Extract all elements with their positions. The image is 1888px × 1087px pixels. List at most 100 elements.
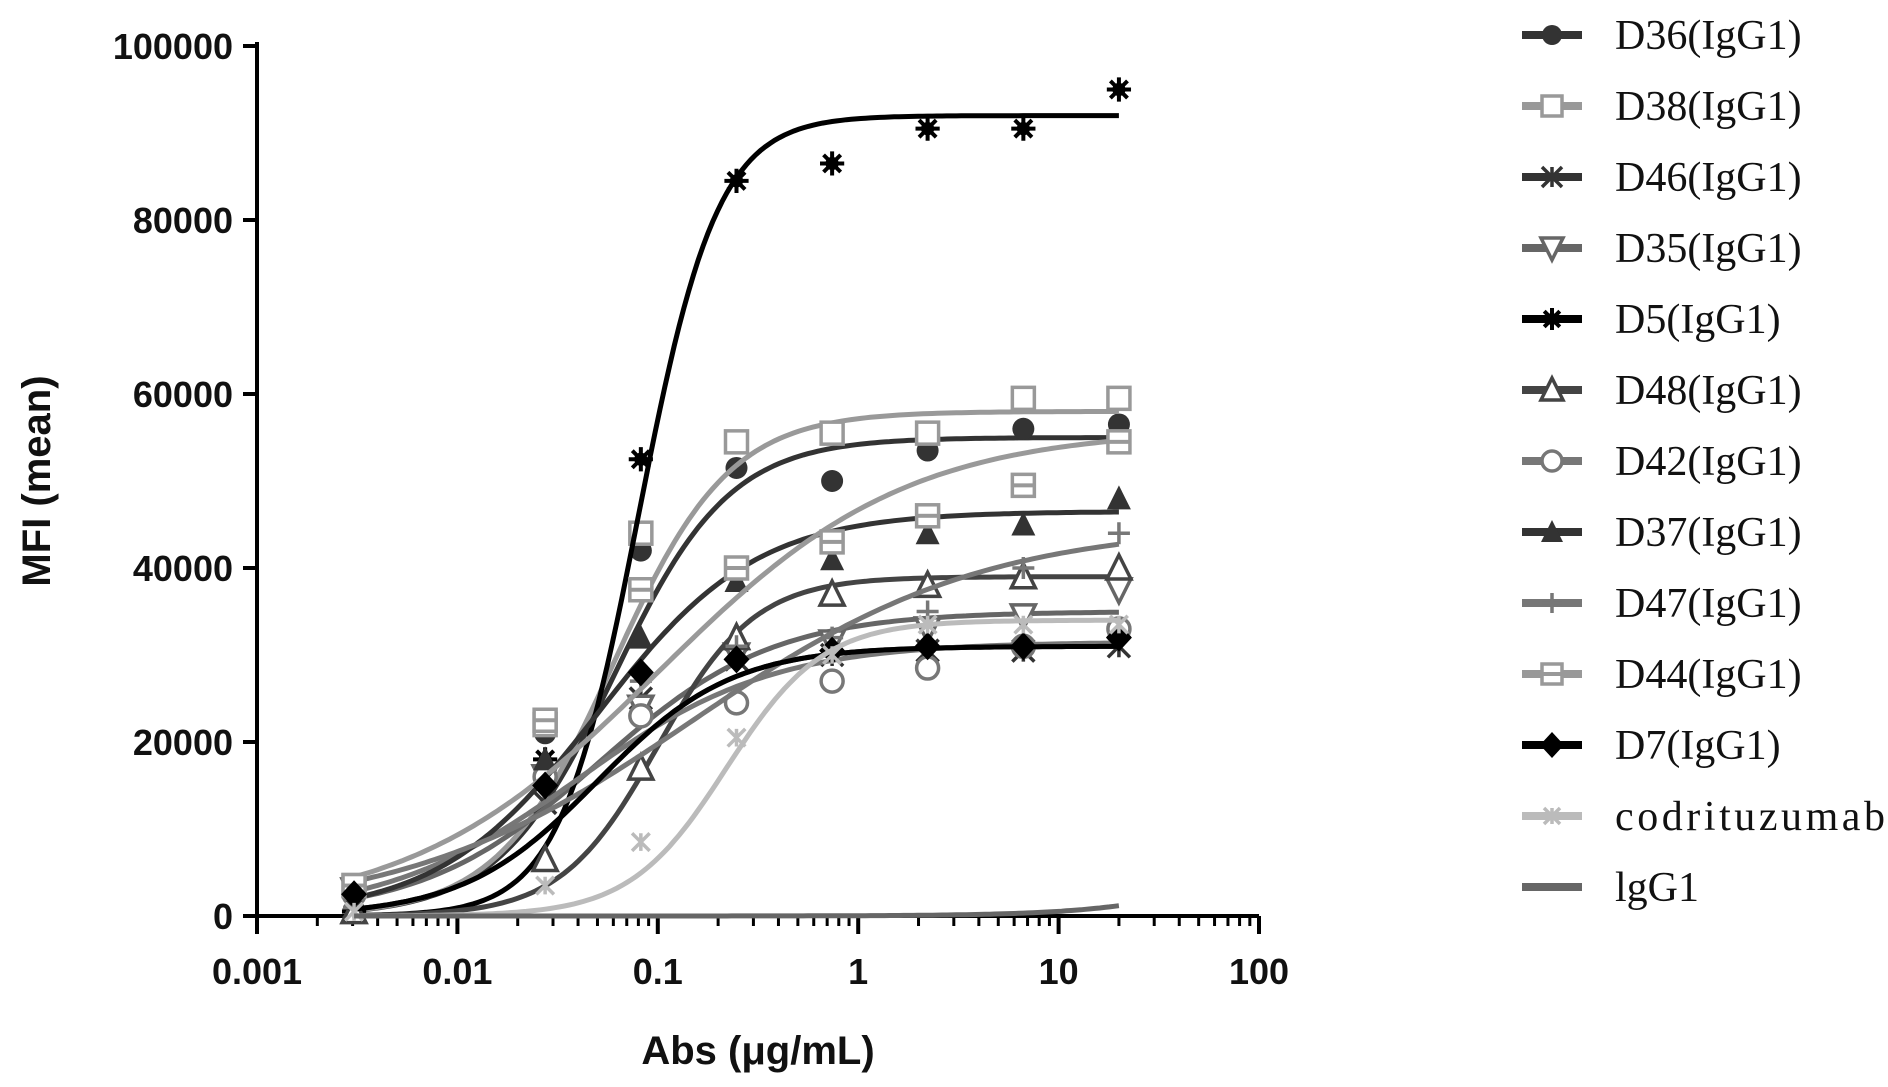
legend-item: codrituzumab	[1522, 794, 1885, 840]
legend-label: D47(IgG1)	[1615, 581, 1802, 627]
marker-circle	[1012, 417, 1035, 440]
x-tick-label: 0.01	[422, 951, 492, 992]
marker-square-bar	[1542, 672, 1562, 676]
legend-item: D48(IgG1)	[1522, 368, 1802, 414]
marker-star	[1108, 614, 1129, 635]
x-tick-label: 1	[848, 951, 868, 992]
legend-item: D42(IgG1)	[1522, 439, 1802, 485]
legend-label: D5(IgG1)	[1615, 297, 1781, 343]
marker-diamond	[532, 771, 559, 800]
legend-item: D36(IgG1)	[1522, 13, 1802, 59]
marker-square-open	[1540, 94, 1564, 118]
marker-star	[822, 644, 843, 666]
marker-square-open	[723, 429, 750, 455]
legend-item: D7(IgG1)	[1522, 723, 1781, 769]
marker-triangle	[820, 546, 845, 571]
marker-circle	[1542, 25, 1562, 45]
y-axis-label: MFI (mean)	[15, 375, 59, 586]
marker-star	[1013, 614, 1034, 635]
marker-square-bar	[821, 539, 844, 544]
marker-triangle-down-open	[1104, 577, 1134, 607]
legend-label: D7(IgG1)	[1615, 723, 1781, 769]
marker-circle-open	[914, 655, 941, 681]
marker-square-bar	[534, 718, 557, 723]
marker-plus	[1542, 593, 1562, 613]
fit-curve	[353, 640, 1119, 894]
marker-triangle-open	[1104, 551, 1134, 581]
marker-burst-core	[1112, 82, 1126, 97]
legend-item: lgG1	[1522, 865, 1699, 911]
marker-star	[535, 875, 556, 896]
legend-item: D44(IgG1)	[1522, 652, 1802, 698]
legend-item: D37(IgG1)	[1522, 510, 1802, 556]
marker-star	[1542, 806, 1562, 826]
marker-star	[630, 832, 651, 853]
marker-square-bar	[916, 513, 939, 518]
y-tick-label: 80000	[133, 200, 233, 241]
marker-burst-core	[1016, 122, 1030, 136]
legend-item: D46(IgG1)	[1522, 155, 1802, 201]
marker-triangle-down-open	[1538, 236, 1566, 264]
marker-diamond	[1540, 732, 1564, 758]
marker-triangle	[915, 520, 940, 545]
y-tick-label: 100000	[113, 26, 233, 67]
marker-triangle-open	[817, 577, 847, 607]
marker-burst-core	[825, 156, 839, 171]
legend-item: D35(IgG1)	[1522, 226, 1802, 272]
marker-star	[917, 614, 938, 635]
fit-curve	[353, 438, 1120, 880]
marker-triangle	[533, 746, 558, 771]
marker-burst-core	[921, 122, 935, 136]
marker-square-bar	[1107, 439, 1130, 444]
marker-star	[1540, 165, 1564, 189]
x-axis-label: Abs (μg/mL)	[641, 1029, 874, 1073]
fit-curve	[354, 903, 1120, 919]
marker-burst-core	[634, 452, 648, 466]
fit-curve	[353, 541, 1120, 884]
marker-burst-core	[1546, 313, 1558, 325]
series-d5-igg1-	[341, 77, 1132, 924]
legend-label: D38(IgG1)	[1615, 84, 1802, 130]
marker-diamond	[1010, 632, 1037, 661]
legend-item: D38(IgG1)	[1522, 84, 1802, 130]
marker-square-bar	[629, 587, 652, 592]
marker-diamond	[627, 658, 654, 687]
series-lgg1	[354, 903, 1120, 919]
marker-triangle	[628, 624, 653, 649]
marker-triangle	[1106, 485, 1131, 510]
marker-triangle	[1541, 520, 1563, 542]
marker-circle	[821, 470, 844, 492]
legend-label: D44(IgG1)	[1615, 652, 1802, 698]
marker-square-bar	[725, 566, 748, 570]
legend-item: D5(IgG1)	[1522, 297, 1781, 343]
legend-label: codrituzumab	[1615, 794, 1885, 840]
fit-curve	[353, 643, 1119, 912]
legend-label: D36(IgG1)	[1615, 13, 1802, 59]
legend-label: D48(IgG1)	[1615, 368, 1802, 414]
marker-square-bar	[1012, 483, 1035, 488]
legend-item: D47(IgG1)	[1522, 581, 1802, 627]
marker-square-open	[1010, 385, 1037, 412]
series-d44-igg1-	[341, 429, 1132, 899]
legend-label: D46(IgG1)	[1615, 155, 1802, 201]
legend-label: D42(IgG1)	[1615, 439, 1802, 485]
marker-circle-open	[628, 703, 654, 729]
y-tick-label: 40000	[133, 548, 233, 589]
marker-triangle-open	[1538, 374, 1566, 402]
marker-square-open	[914, 420, 941, 446]
legend-label: D35(IgG1)	[1615, 226, 1802, 272]
y-tick-label: 60000	[133, 374, 233, 415]
marker-circle-open	[1540, 449, 1564, 473]
x-tick-label: 10	[1039, 951, 1079, 992]
marker-diamond	[914, 632, 941, 661]
marker-square-open	[819, 420, 845, 446]
marker-diamond	[723, 645, 750, 674]
marker-triangle-open	[530, 842, 560, 873]
fit-curve	[353, 409, 1119, 913]
x-tick-label: 0.001	[212, 951, 302, 992]
marker-triangle	[1011, 511, 1036, 536]
legend-label: D37(IgG1)	[1615, 510, 1802, 556]
marker-triangle-open	[626, 751, 656, 781]
